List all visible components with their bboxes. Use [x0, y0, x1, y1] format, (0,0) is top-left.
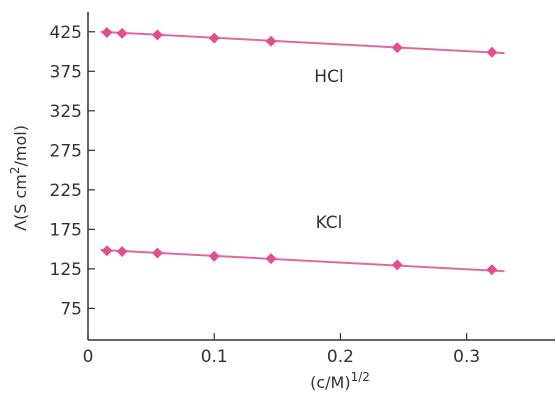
data-point-kcl [101, 245, 113, 257]
y-tick-label: 125 [50, 260, 82, 280]
data-point-hcl [208, 32, 220, 44]
data-point-hcl [391, 42, 403, 54]
data-point-kcl [151, 247, 163, 259]
data-point-hcl [101, 27, 113, 39]
markers [101, 27, 498, 276]
data-point-kcl [391, 259, 403, 271]
fit-lines [100, 30, 505, 273]
x-tick-label: 0.3 [453, 347, 480, 367]
y-tick-label: 375 [50, 62, 82, 82]
y-tick-label: 325 [50, 102, 82, 122]
y-tick-label: 275 [50, 141, 82, 161]
data-point-kcl [208, 250, 220, 262]
data-point-hcl [265, 35, 277, 47]
data-point-hcl [151, 29, 163, 41]
axes [87, 12, 555, 341]
y-tick-label: 225 [50, 181, 82, 201]
y-ticks: 75 125 175 225 275 325 375 425 [50, 23, 95, 319]
x-tick-label: 0 [83, 347, 94, 367]
data-point-kcl [486, 264, 498, 276]
fit-line-hcl [100, 30, 505, 55]
data-point-hcl [116, 27, 128, 39]
fit-line-kcl [100, 248, 505, 273]
y-axis-label: Λ(S cm2/mol) [8, 125, 30, 231]
x-axis-label: (c/M)1/2 [310, 370, 370, 392]
data-point-kcl [116, 245, 128, 257]
y-tick-label: 75 [60, 299, 82, 319]
series-labels: HCl KCl [314, 67, 343, 233]
x-tick-label: 0.1 [201, 347, 228, 367]
data-point-kcl [265, 253, 277, 265]
x-tick-label: 0.2 [327, 347, 354, 367]
series-label-hcl: HCl [314, 67, 343, 87]
y-tick-label: 425 [50, 23, 82, 43]
series-label-kcl: KCl [316, 213, 343, 233]
data-point-hcl [486, 46, 498, 58]
y-tick-label: 175 [50, 220, 82, 240]
x-ticks: 0 0.1 0.2 0.3 [83, 333, 480, 367]
